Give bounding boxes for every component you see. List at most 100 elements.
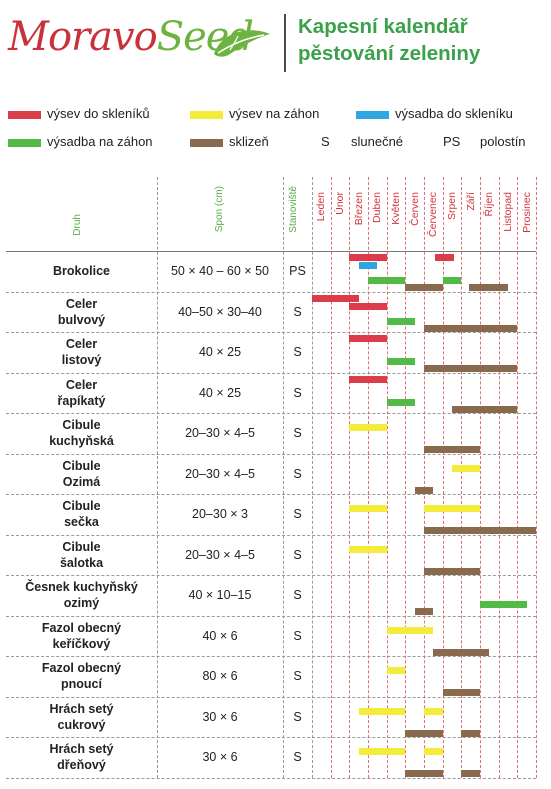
bar-sklizen — [405, 284, 443, 291]
bar-vysev-zahon — [386, 667, 406, 674]
bar-sklizen — [461, 729, 480, 737]
table-top-border — [6, 251, 536, 252]
crop-name: Celer bulvový — [6, 292, 157, 333]
legend-code-s: S — [321, 134, 330, 149]
legend-label-vysadba-skleniku: výsadba do skleníku — [395, 106, 513, 121]
row-divider — [6, 494, 536, 495]
legend-swatch-vysadba-skleniku — [356, 111, 389, 119]
row-divider — [6, 534, 536, 536]
crop-spacing: 40 × 25 — [198, 385, 242, 400]
row-divider — [6, 696, 536, 698]
month-divider — [461, 177, 463, 778]
bar-vysadba-zahon — [480, 601, 527, 608]
crop-spacing: 20–30 × 4–5 — [185, 466, 255, 481]
bar-vysev-zahon — [424, 505, 480, 512]
crop-name: Hrách setý cukrový — [6, 697, 157, 738]
crop-spacing: 30 × 6 — [202, 709, 238, 724]
crop-location: S — [293, 426, 302, 440]
legend-label-vysev-zahon: výsev na záhon — [229, 106, 320, 121]
crop-location: S — [293, 750, 302, 764]
crop-name-line1: Brokolice — [53, 264, 110, 279]
bar-vysadba-zahon — [442, 277, 462, 284]
bar-vysadba-zahon — [386, 317, 415, 325]
crop-name-line1: Cibule — [62, 499, 101, 514]
crop-name: Brokolice — [6, 251, 157, 292]
bar-vysadba-zahon — [386, 398, 415, 406]
crop-name: Cibule Ozimá — [6, 454, 157, 495]
crop-name: Česnek kuchyňský ozimý — [6, 575, 157, 616]
row-divider — [6, 656, 536, 657]
crop-name-line2: řapíkatý — [57, 393, 106, 408]
crop-name-line1: Celer — [65, 296, 98, 311]
legend-label-vysev-skleniku: výsev do skleníků — [47, 106, 150, 121]
crop-name-line1: Celer — [65, 377, 98, 392]
bar-sklizen — [442, 689, 480, 696]
bar-sklizen — [414, 608, 434, 615]
crop-name-line2: listový — [61, 353, 102, 368]
month-header: Duben — [371, 192, 384, 223]
row-divider — [6, 372, 536, 374]
legend-swatch-vysadba-zahon — [8, 139, 41, 147]
crop-spacing: 40–50 × 30–40 — [178, 304, 262, 319]
row-divider — [6, 575, 536, 576]
crop-name: Cibule kuchyňská — [6, 413, 157, 454]
crop-name-line1: Česnek kuchyňský — [25, 580, 138, 595]
crop-name-line2: keříčkový — [52, 636, 111, 651]
crop-spacing: 40 × 10–15 — [188, 588, 252, 602]
bar-vysev-zahon — [349, 424, 387, 431]
crop-name-line1: Cibule — [62, 458, 101, 473]
title-line-2: pěstování zeleniny — [298, 42, 481, 65]
crop-location: S — [293, 669, 302, 683]
crop-location: S — [293, 628, 302, 643]
bar-vysev-skleniku — [349, 335, 387, 342]
row-divider — [6, 413, 536, 414]
bar-sklizen — [461, 770, 480, 777]
crop-location: S — [293, 466, 302, 481]
bar-vysadba-skleniku — [358, 262, 378, 269]
crop-name-line1: Fazol obecný — [41, 661, 122, 676]
legend-label-polostin: polostín — [480, 134, 526, 149]
month-divider — [424, 177, 425, 778]
bar-vysev-skleniku — [312, 294, 359, 302]
bar-vysadba-zahon — [368, 277, 406, 284]
crop-spacing: 40 × 6 — [202, 628, 238, 643]
logo-part-moravo: Moravo — [8, 14, 158, 60]
bar-vysev-zahon — [424, 748, 443, 755]
crop-name: Celer listový — [6, 332, 157, 373]
row-divider — [6, 777, 536, 779]
bar-sklizen — [424, 365, 518, 372]
bar-vysev-zahon — [424, 707, 443, 715]
column-divider-stanoviste — [283, 177, 284, 778]
row-divider — [6, 453, 536, 455]
month-divider — [405, 177, 407, 778]
month-header: Prosinec — [520, 192, 533, 233]
month-header: Leden — [315, 192, 328, 222]
month-header: Únor — [334, 192, 346, 215]
legend-code-ps: PS — [443, 134, 461, 149]
bar-vysev-zahon — [358, 748, 406, 755]
crop-location: S — [293, 304, 302, 319]
crop-spacing: 20–30 × 4–5 — [185, 547, 255, 562]
column-divider-spon — [157, 177, 158, 778]
bar-sklizen — [405, 770, 443, 777]
bar-sklizen — [405, 729, 443, 737]
crop-spacing: 80 × 6 — [202, 669, 238, 683]
crop-spacing: 30 × 6 — [202, 750, 238, 764]
bar-vysev-zahon — [452, 464, 480, 472]
crop-name-line2: dřeňový — [57, 758, 106, 773]
month-divider — [349, 177, 351, 778]
month-header: Srpen — [446, 192, 458, 221]
bar-sklizen — [468, 284, 508, 291]
crop-spacing: 20–30 × 4–5 — [185, 426, 255, 440]
crop-name: Celer řapíkatý — [6, 373, 157, 414]
title-line-1: Kapesní kalendář — [298, 15, 468, 38]
month-header: Březen — [352, 192, 365, 226]
crop-name-line2: šalotka — [59, 555, 104, 570]
crop-name: Fazol obecný keříčkový — [6, 616, 157, 657]
month-header: Květen — [390, 192, 402, 225]
bar-sklizen — [452, 405, 518, 413]
crop-location: S — [293, 385, 302, 400]
crop-name-line2: kuchyňská — [49, 434, 114, 449]
crop-name: Cibule sečka — [6, 494, 157, 535]
bar-vysev-zahon — [386, 626, 434, 634]
